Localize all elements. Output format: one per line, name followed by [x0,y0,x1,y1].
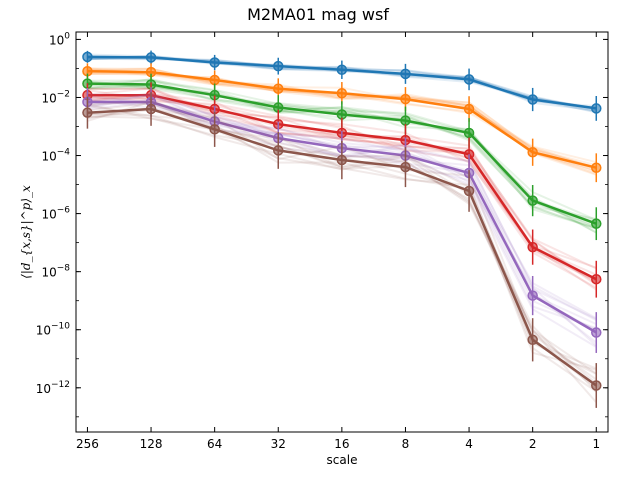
series-4-point [527,241,538,253]
series-1-point [336,64,348,76]
y-tick-label: 10−10 [36,322,71,338]
series-2-point [463,103,475,115]
series-6-point [336,154,348,166]
series-6-point [82,107,93,118]
series-2-point [336,87,348,99]
series-2-point [209,74,220,86]
series-1-point [591,103,602,114]
series-1-point [145,52,157,63]
x-tick-label: 8 [402,437,410,451]
series-1-point [209,57,220,68]
series-1-point [463,74,475,85]
x-tick-label: 16 [334,437,349,451]
series-6-point [145,103,157,115]
series-2-point [527,146,538,158]
y-axis-label: ⟨|d_{x,s}|^p⟩_x [19,185,33,279]
y-tick-label: 10−12 [36,380,70,396]
series-6-point [209,124,220,135]
series-1 [82,50,602,121]
x-tick-label: 2 [529,437,537,451]
series-1-point [82,51,93,63]
series-6-point [273,145,284,156]
x-tick-label: 128 [140,437,163,451]
series-3-point [527,195,538,206]
series-1-point [273,60,284,72]
series-3-point [400,115,411,126]
x-axis-label: scale [327,453,358,467]
x-axis: 256 128 64 32 16 8 4 2 1 [76,32,600,451]
series-3-point [336,109,348,120]
y-axis: 100 10−2 10−4 10−6 10−8 10−10 10−12 [36,31,608,418]
series-4-point [591,273,602,285]
series-5-point [591,327,602,338]
y-tick-label: 10−2 [41,89,70,105]
series-6-point [463,185,475,197]
series-2 [82,63,602,183]
y-tick-label: 10−8 [41,264,70,280]
series-3-point [591,218,602,229]
x-tick-label: 1 [592,437,600,451]
series-6-point [527,334,538,346]
x-tick-label: 32 [271,437,286,451]
y-tick-label: 100 [49,31,70,47]
series-3 [82,73,602,241]
chart-title: M2MA01 mag wsf [247,5,389,24]
series-1-point [527,94,538,105]
y-tick-label: 10−4 [41,148,70,164]
y-tick-label: 10−6 [41,206,70,222]
series-6-point [591,380,602,391]
series-layer [82,50,602,408]
x-tick-label: 256 [76,437,99,451]
series-3-point [463,127,475,139]
series-2-point [273,83,284,94]
series-2-point [400,93,411,105]
series-1-point [400,68,411,80]
series-5-point [527,290,538,301]
series-6-point [400,161,411,173]
x-tick-label: 4 [465,437,473,451]
series-6 [82,92,602,408]
x-tick-label: 64 [207,437,222,451]
series-2-point [591,162,602,173]
